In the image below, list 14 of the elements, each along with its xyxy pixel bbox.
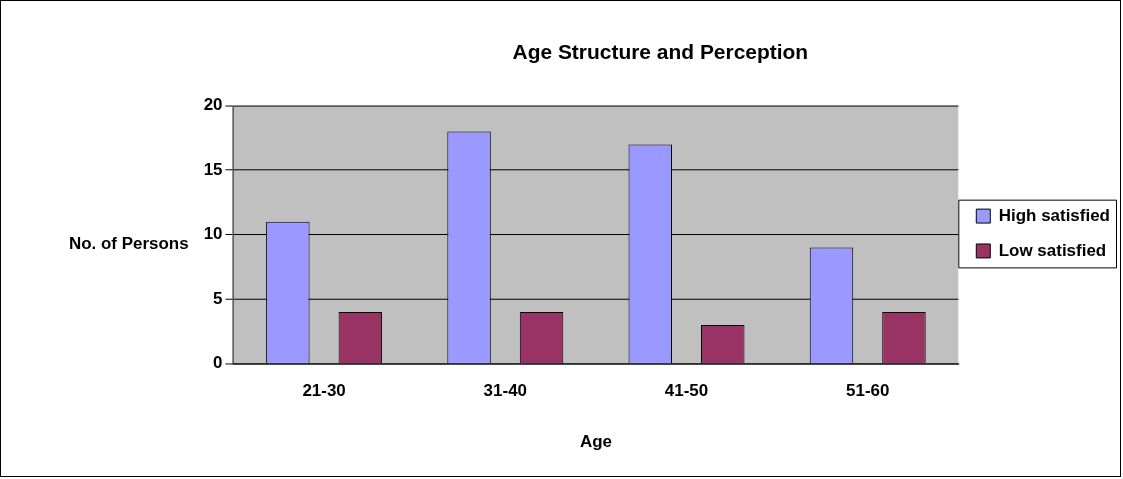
y-tick-label: 20 — [203, 95, 223, 115]
x-axis-title: Age — [579, 431, 612, 451]
x-tick-label: 51-60 — [846, 381, 890, 401]
legend-label: Low satisfied — [998, 240, 1107, 260]
chart-title: Age Structure and Perception — [512, 40, 809, 64]
y-tick-label: 15 — [203, 159, 223, 179]
y-axis-title: No. of Persons — [68, 234, 189, 254]
x-tick-label: 41-50 — [664, 381, 709, 401]
y-tick-label: 0 — [213, 353, 223, 373]
y-tick-label: 10 — [203, 224, 223, 244]
legend-label: High satisfied — [998, 205, 1110, 225]
y-tick-label: 5 — [213, 288, 223, 308]
x-tick-label: 31-40 — [483, 381, 527, 401]
x-tick-label: 21-30 — [302, 381, 346, 401]
